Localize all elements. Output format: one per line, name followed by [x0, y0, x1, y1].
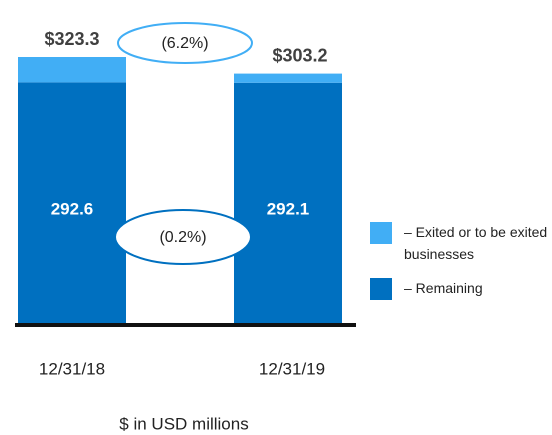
bar-segment [234, 73, 342, 83]
bar-segment [18, 82, 126, 324]
legend-swatch [370, 222, 392, 244]
legend-swatch [370, 278, 392, 300]
annotation-ellipse [117, 22, 253, 64]
annotation-ellipse [114, 209, 252, 265]
value-label: 292.6 [51, 199, 94, 218]
bar-segment [18, 57, 126, 83]
total-label: $303.2 [272, 45, 327, 65]
annotation: (0.2%) [159, 229, 206, 246]
subtitle: $ in USD millions [119, 414, 248, 433]
x-tick-label: 12/31/19 [259, 359, 325, 378]
x-tick-label: 12/31/18 [39, 359, 105, 378]
legend-label: – Remaining [404, 280, 483, 296]
value-label: 292.1 [267, 199, 310, 218]
legend-label: – Exited or to be exited businesses [404, 224, 548, 262]
bar-segment [234, 82, 342, 324]
total-label: $323.3 [44, 29, 99, 49]
annotation: (6.2%) [161, 35, 208, 52]
